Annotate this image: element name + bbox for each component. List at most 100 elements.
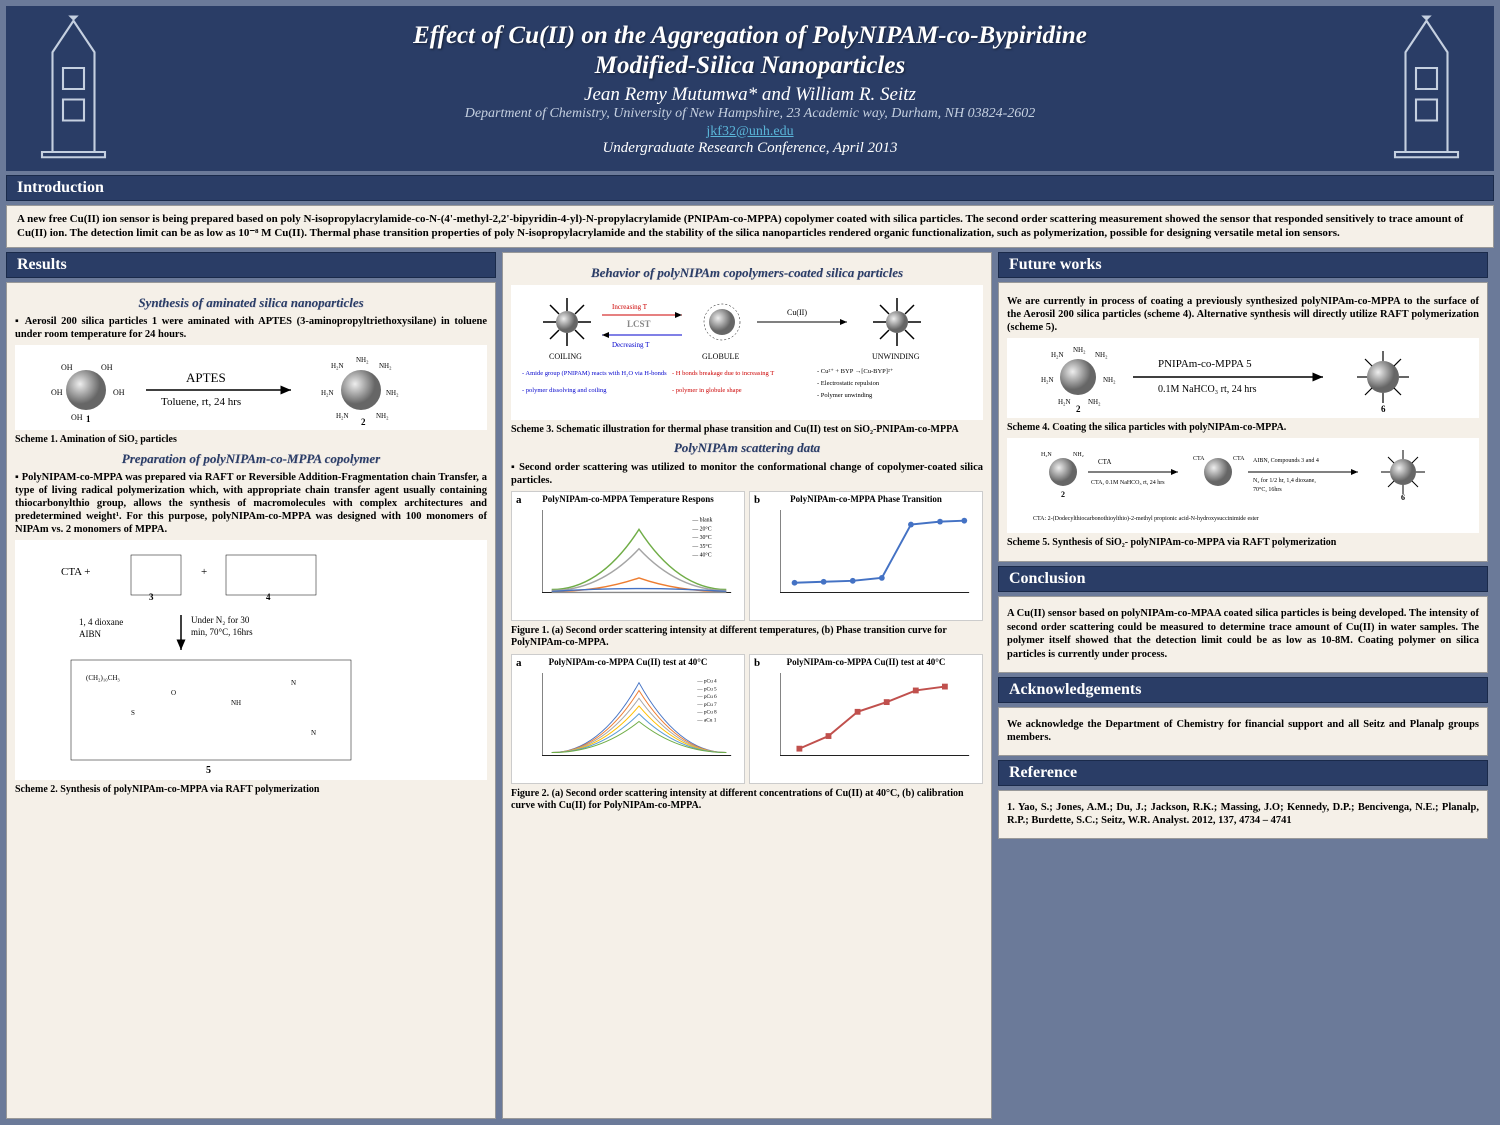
conclusion-text: A Cu(II) sensor based on polyNIPAm-co-MP… <box>1007 607 1479 662</box>
poster-title: Effect of Cu(II) on the Aggregation of P… <box>126 21 1374 81</box>
column-1: Results Synthesis of aminated silica nan… <box>6 252 496 1119</box>
columns: Results Synthesis of aminated silica nan… <box>6 252 1494 1119</box>
svg-text:CTA +: CTA + <box>61 566 90 578</box>
conclusion-panel: A Cu(II) sensor based on polyNIPAm-co-MP… <box>998 596 1488 673</box>
svg-text:NH₂: NH₂ <box>379 362 392 370</box>
ref-text: 1. Yao, S.; Jones, A.M.; Du, J.; Jackson… <box>1007 801 1479 828</box>
subhead-synthesis: Synthesis of aminated silica nanoparticl… <box>15 295 487 311</box>
svg-text:- Polymer unwinding: - Polymer unwinding <box>817 392 873 399</box>
svg-text:5: 5 <box>206 765 211 775</box>
subhead-prep: Preparation of polyNIPAm-co-MPPA copolym… <box>15 451 487 467</box>
ref-panel: 1. Yao, S.; Jones, A.M.; Du, J.; Jackson… <box>998 790 1488 839</box>
chart1b-title: PolyNIPAm-co-MPPA Phase Transition <box>750 492 982 507</box>
svg-text:NH₂: NH₂ <box>1103 376 1116 384</box>
svg-text:1: 1 <box>86 414 91 424</box>
svg-text:OH: OH <box>51 388 63 397</box>
conference: Undergraduate Research Conference, April… <box>126 140 1374 157</box>
svg-text:— pCu 6: — pCu 6 <box>696 694 717 700</box>
svg-text:+: + <box>201 566 207 578</box>
text-scattering: ▪ Second order scattering was utilized t… <box>511 461 983 487</box>
poster-header: Effect of Cu(II) on the Aggregation of P… <box>6 6 1494 171</box>
svg-text:0.1M NaHCO₃ rt, 24 hrs: 0.1M NaHCO₃ rt, 24 hrs <box>1158 384 1257 395</box>
ref-banner: Reference <box>998 760 1488 786</box>
svg-text:Toluene, rt, 24 hrs: Toluene, rt, 24 hrs <box>161 396 241 408</box>
column-2: Behavior of polyNIPAm copolymers-coated … <box>502 252 992 1119</box>
svg-text:6: 6 <box>1401 493 1405 502</box>
svg-text:H₂N: H₂N <box>1051 351 1064 359</box>
panel-label-a: a <box>516 494 522 508</box>
svg-text:CTA: CTA <box>1233 456 1245 462</box>
svg-text:O: O <box>171 689 176 697</box>
svg-text:NH₂: NH₂ <box>1095 351 1108 359</box>
svg-text:APTES: APTES <box>186 370 226 385</box>
scheme4-caption: Scheme 4. Coating the silica particles w… <box>1007 422 1479 435</box>
svg-text:2: 2 <box>1076 404 1081 414</box>
svg-text:- Amide group (PNIPAM) reacts: - Amide group (PNIPAM) reacts with H₂O v… <box>522 370 667 377</box>
svg-text:H₂N: H₂N <box>1058 398 1071 406</box>
email-link[interactable]: jkf32@unh.edu <box>706 124 793 139</box>
scheme-2: CTA + 3 + 4 1, 4 dioxane AIBN Under N₂ f… <box>15 540 487 780</box>
svg-text:Cu(II): Cu(II) <box>787 308 807 317</box>
svg-text:(CH₂)₁₀CH₃: (CH₂)₁₀CH₃ <box>86 674 120 682</box>
fig1-row: a PolyNIPAm-co-MPPA Temperature Respons … <box>511 491 983 621</box>
svg-text:— blank: — blank <box>691 517 712 523</box>
scheme-5: H₂NNH₂ 2 CTA CTA, 0.1M NaHCO₃ rt, 24 hrs… <box>1007 438 1479 533</box>
svg-text:GLOBULE: GLOBULE <box>702 352 739 361</box>
fig2-caption: Figure 2. (a) Second order scattering in… <box>511 788 983 813</box>
svg-text:H₂N: H₂N <box>1041 376 1054 384</box>
future-banner: Future works <box>998 252 1488 278</box>
svg-text:COILING: COILING <box>549 352 582 361</box>
chart1a-title: PolyNIPAm-co-MPPA Temperature Respons <box>512 492 744 507</box>
svg-text:1, 4 dioxane: 1, 4 dioxane <box>79 617 123 627</box>
svg-text:4: 4 <box>266 592 271 602</box>
svg-text:- Electrostatic repulsion: - Electrostatic repulsion <box>817 380 880 387</box>
svg-text:NH: NH <box>231 699 241 707</box>
subhead-behavior: Behavior of polyNIPAm copolymers-coated … <box>511 265 983 281</box>
future-panel: We are currently in process of coating a… <box>998 282 1488 562</box>
svg-text:NH₂: NH₂ <box>1088 398 1101 406</box>
chart-2a: a PolyNIPAm-co-MPPA Cu(II) test at 40°C … <box>511 654 745 784</box>
svg-text:— 30°C: — 30°C <box>691 534 711 541</box>
svg-text:6: 6 <box>1381 404 1386 414</box>
svg-text:CTA: 2-(Dodecylthiocarbonothio: CTA: 2-(Dodecylthiocarbonothioylthio)-2-… <box>1033 515 1259 522</box>
chart-1a: a PolyNIPAm-co-MPPA Temperature Respons … <box>511 491 745 621</box>
scheme-1: OHOH OHOH OH1 APTES Toluene, rt, 24 hrs … <box>15 345 487 430</box>
svg-text:2: 2 <box>1061 490 1065 499</box>
svg-text:LCST: LCST <box>627 319 651 329</box>
svg-text:OH: OH <box>101 363 113 372</box>
svg-text:N₂ for 1/2 hr, 1,4 dioxane,: N₂ for 1/2 hr, 1,4 dioxane, <box>1253 477 1316 484</box>
svg-text:AIBN, Compounds 3 and 4: AIBN, Compounds 3 and 4 <box>1253 458 1319 464</box>
scheme2-caption: Scheme 2. Synthesis of polyNIPAm-co-MPPA… <box>15 784 487 797</box>
svg-text:Decreasing T: Decreasing T <box>612 341 650 349</box>
svg-text:3: 3 <box>149 592 154 602</box>
svg-text:CTA: CTA <box>1193 456 1205 462</box>
authors: Jean Remy Mutumwa* and William R. Seitz <box>126 84 1374 106</box>
svg-text:OH: OH <box>61 363 73 372</box>
svg-text:70°C, 16hrs: 70°C, 16hrs <box>1253 486 1282 493</box>
svg-text:- H bonds breakage due to incr: - H bonds breakage due to increasing T <box>672 370 774 377</box>
svg-text:— pCu 5: — pCu 5 <box>696 686 717 692</box>
fig1-caption: Figure 1. (a) Second order scattering in… <box>511 625 983 650</box>
results-panel-1: Synthesis of aminated silica nanoparticl… <box>6 282 496 1119</box>
svg-text:OH: OH <box>71 413 83 422</box>
chart-2b: b PolyNIPAm-co-MPPA Cu(II) test at 40°C <box>749 654 983 784</box>
tower-icon-right <box>1374 14 1479 164</box>
svg-text:NH₂: NH₂ <box>356 356 369 364</box>
svg-text:CTA: CTA <box>1098 458 1111 466</box>
svg-text:N: N <box>291 679 296 687</box>
svg-text:PNIPAm-co-MPPA 5: PNIPAm-co-MPPA 5 <box>1158 358 1252 370</box>
ack-panel: We acknowledge the Department of Chemist… <box>998 707 1488 756</box>
scheme3-caption: Scheme 3. Schematic illustration for the… <box>511 424 983 437</box>
poster-root: Effect of Cu(II) on the Aggregation of P… <box>0 0 1500 1125</box>
svg-text:H₂N: H₂N <box>336 412 349 420</box>
chart-1b: b PolyNIPAm-co-MPPA Phase Transition <box>749 491 983 621</box>
ack-banner: Acknowledgements <box>998 677 1488 703</box>
svg-text:NH₂: NH₂ <box>1073 346 1086 354</box>
svg-text:AIBN: AIBN <box>79 629 101 639</box>
svg-text:Under N₂ for 30: Under N₂ for 30 <box>191 615 250 625</box>
panel-label-b: b <box>754 494 760 508</box>
svg-text:H₂N: H₂N <box>321 389 334 397</box>
future-text: We are currently in process of coating a… <box>1007 295 1479 334</box>
svg-text:OH: OH <box>113 388 125 397</box>
text-synthesis: ▪ Aerosil 200 silica particles 1 were am… <box>15 315 487 341</box>
